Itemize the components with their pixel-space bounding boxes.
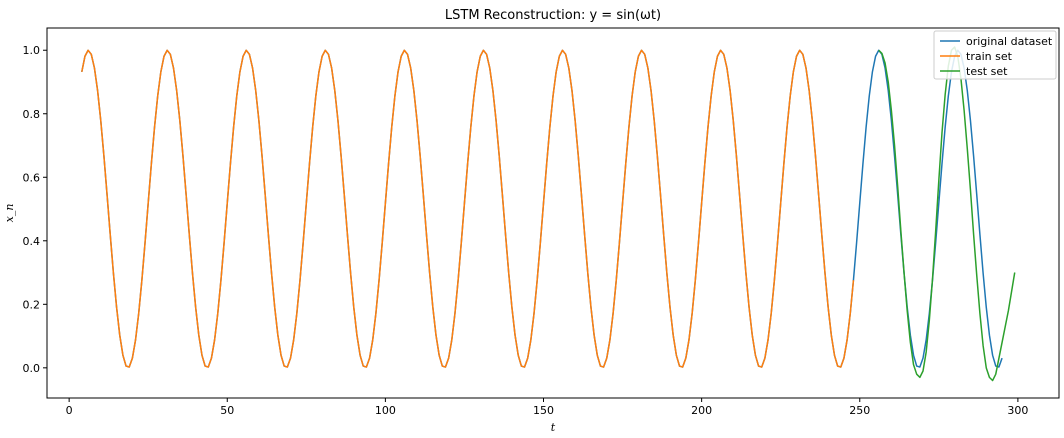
x-axis-label: t (551, 421, 556, 434)
series-line-2 (81, 49, 855, 368)
x-tick-label: 0 (66, 404, 73, 417)
y-tick-label: 0.4 (23, 235, 41, 248)
legend-label: train set (966, 50, 1013, 63)
x-tick-label: 100 (375, 404, 396, 417)
y-tick-label: 0.8 (23, 108, 41, 121)
y-tick-label: 0.0 (23, 362, 41, 375)
y-tick-label: 0.6 (23, 171, 41, 184)
x-tick-label: 300 (1007, 404, 1028, 417)
legend: original dataset train set test set (933, 30, 1057, 80)
x-tick-label: 50 (220, 404, 234, 417)
y-tick-label: 0.2 (23, 298, 41, 311)
plot-area (46, 27, 1060, 399)
series-line-1 (81, 49, 1003, 368)
y-tick-label: 1.0 (23, 44, 41, 57)
legend-label: original dataset (966, 35, 1053, 48)
x-tick-label: 250 (849, 404, 870, 417)
y-axis-ticks: 0.0 0.2 0.4 0.6 0.8 1.0 (23, 44, 47, 375)
series-line-3 (878, 46, 1016, 382)
y-axis-label: x_n (3, 204, 16, 223)
x-tick-label: 150 (533, 404, 554, 417)
legend-label: test set (966, 65, 1008, 78)
legend-box (933, 30, 1057, 80)
x-axis-ticks: 0 50 100 150 200 250 300 (66, 398, 1028, 417)
x-tick-label: 200 (691, 404, 712, 417)
chart-title: LSTM Reconstruction: y = sin(ωt) (445, 8, 661, 23)
plot-frame (46, 27, 1060, 399)
